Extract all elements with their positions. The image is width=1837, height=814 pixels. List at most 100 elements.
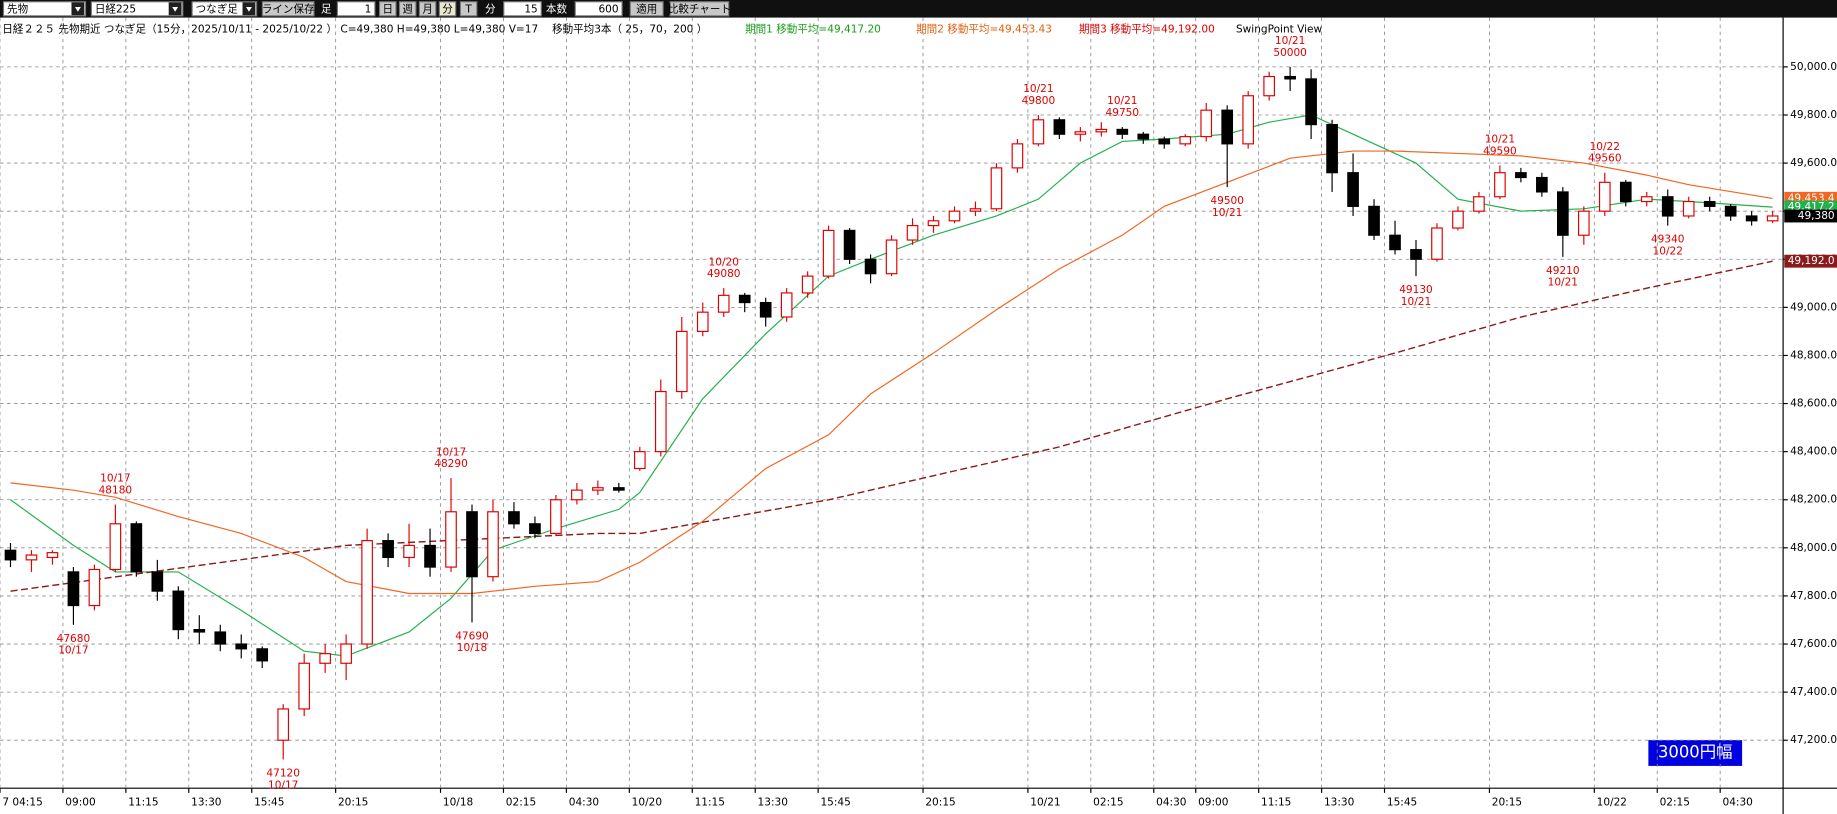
candle-body [1179,136,1192,145]
toolbar-text[interactable]: ライン保存 [262,2,315,15]
candle-body [256,648,269,662]
toolbar-text[interactable]: 1 [365,3,372,15]
candle-body [529,523,541,534]
toolbar-text[interactable]: つなぎ足 [196,2,239,15]
candle-body [214,631,227,645]
toolbar-input[interactable] [574,1,623,17]
candle-body [1598,181,1611,212]
toolbar-btn[interactable] [418,1,437,17]
toolbar-select[interactable] [90,1,184,17]
candle-body [843,229,856,260]
swing-date: 10/17 [268,779,298,791]
candle-body [885,239,898,275]
toolbar-on[interactable] [438,1,457,17]
candle-body [193,629,206,633]
swing-price: 49500 [1210,195,1244,207]
candle-body [1116,128,1129,135]
badge-text: 3000円幅 [1658,743,1733,762]
candle-body [466,511,478,578]
x-tick-label: 04:30 [569,796,600,808]
toolbar-select[interactable] [191,1,258,17]
toolbar-btn[interactable] [378,1,397,17]
candle-body [1242,95,1255,145]
toolbar-text[interactable]: 比較チャート [668,2,731,15]
x-tick-label: 10/22 [1597,796,1627,808]
swing-price: 49560 [1588,153,1622,165]
candle-body [235,643,248,650]
candle-body [717,294,730,313]
toolbar-text[interactable]: 600 [598,3,618,15]
candle-body [1053,119,1066,135]
candle-body [1473,196,1485,212]
toolbar-text[interactable]: 日経225 [95,2,136,15]
candle-body [550,499,562,534]
candle-body [445,511,457,568]
legend-entry: 期間3 移動平均=49,192.00 [1079,22,1215,35]
toolbar [0,0,1837,18]
candle-body [1074,131,1087,135]
candle-body [1389,234,1401,251]
swing-date: 10/21 [1548,277,1578,289]
y-tick-label: 47,400.0 [1790,686,1837,698]
swing-price: 47680 [57,633,91,645]
price-tag [1784,209,1837,223]
price-tag-label: 49,192.0 [1788,255,1835,267]
toolbar-label: 分 [485,3,496,15]
swing-price: 47120 [266,768,300,780]
candle-body [592,487,604,491]
x-tick-label: 09:00 [1198,796,1229,808]
y-tick-label: 48,400.0 [1790,446,1837,458]
toolbar-text[interactable]: 15 [524,3,537,15]
toolbar-button[interactable] [669,1,730,17]
swing-price: 49590 [1483,145,1517,157]
toolbar-label: 足 [321,3,332,15]
toolbar-button[interactable] [261,1,315,17]
legend-entry: 期間1 移動平均=49,417.20 [745,22,881,35]
candle-body [1703,200,1716,207]
swing-price: 49080 [707,268,741,280]
swing-price: 49210 [1546,265,1580,277]
y-tick-label: 48,000.0 [1790,542,1837,554]
moving-average-line [10,150,1773,595]
candle-body [1221,109,1234,145]
y-tick-label: 47,200.0 [1790,734,1837,746]
swing-price: 49800 [1022,95,1056,107]
candle-body [340,643,352,664]
toolbar-input[interactable] [336,1,376,17]
toolbar-button[interactable] [629,1,664,17]
candle-body [1032,119,1045,145]
x-tick-label: 11:15 [128,796,158,808]
toolbar-text[interactable]: 分 [442,3,453,15]
toolbar-label: 本数 [546,2,568,15]
candle-body [1619,181,1632,203]
toolbar-text[interactable]: 適用 [636,2,657,15]
swing-date: 10/18 [457,642,487,654]
candle-body [1682,200,1695,217]
x-tick-label: 13:30 [758,796,789,808]
candle-body [277,708,290,741]
x-tick-label: 20:15 [338,796,368,808]
toolbar-text[interactable]: 月 [422,3,433,15]
swing-date: 10/21 [1485,134,1515,146]
candle-body [1368,205,1380,236]
toolbar-text[interactable]: 週 [402,3,413,15]
toolbar-select[interactable] [2,1,87,17]
toolbar-text[interactable]: T [464,3,472,15]
toolbar-input[interactable] [503,1,542,17]
candle-body [969,208,982,212]
candle-body [696,311,709,332]
toolbar-btn[interactable] [398,1,417,17]
swing-price: 49340 [1651,234,1685,246]
toolbar-btn[interactable] [459,1,478,17]
candle-body [487,511,499,578]
swing-price: 47690 [455,630,489,642]
x-tick-label: 15:45 [1387,796,1417,808]
toolbar-text[interactable]: 先物 [7,2,29,15]
swing-date: 10/21 [1275,35,1305,47]
candle-body [1410,249,1422,260]
swing-date: 10/21 [1212,207,1242,219]
candle-body [151,571,164,592]
toolbar-text[interactable]: 日 [383,3,394,15]
candle-body [403,544,415,559]
